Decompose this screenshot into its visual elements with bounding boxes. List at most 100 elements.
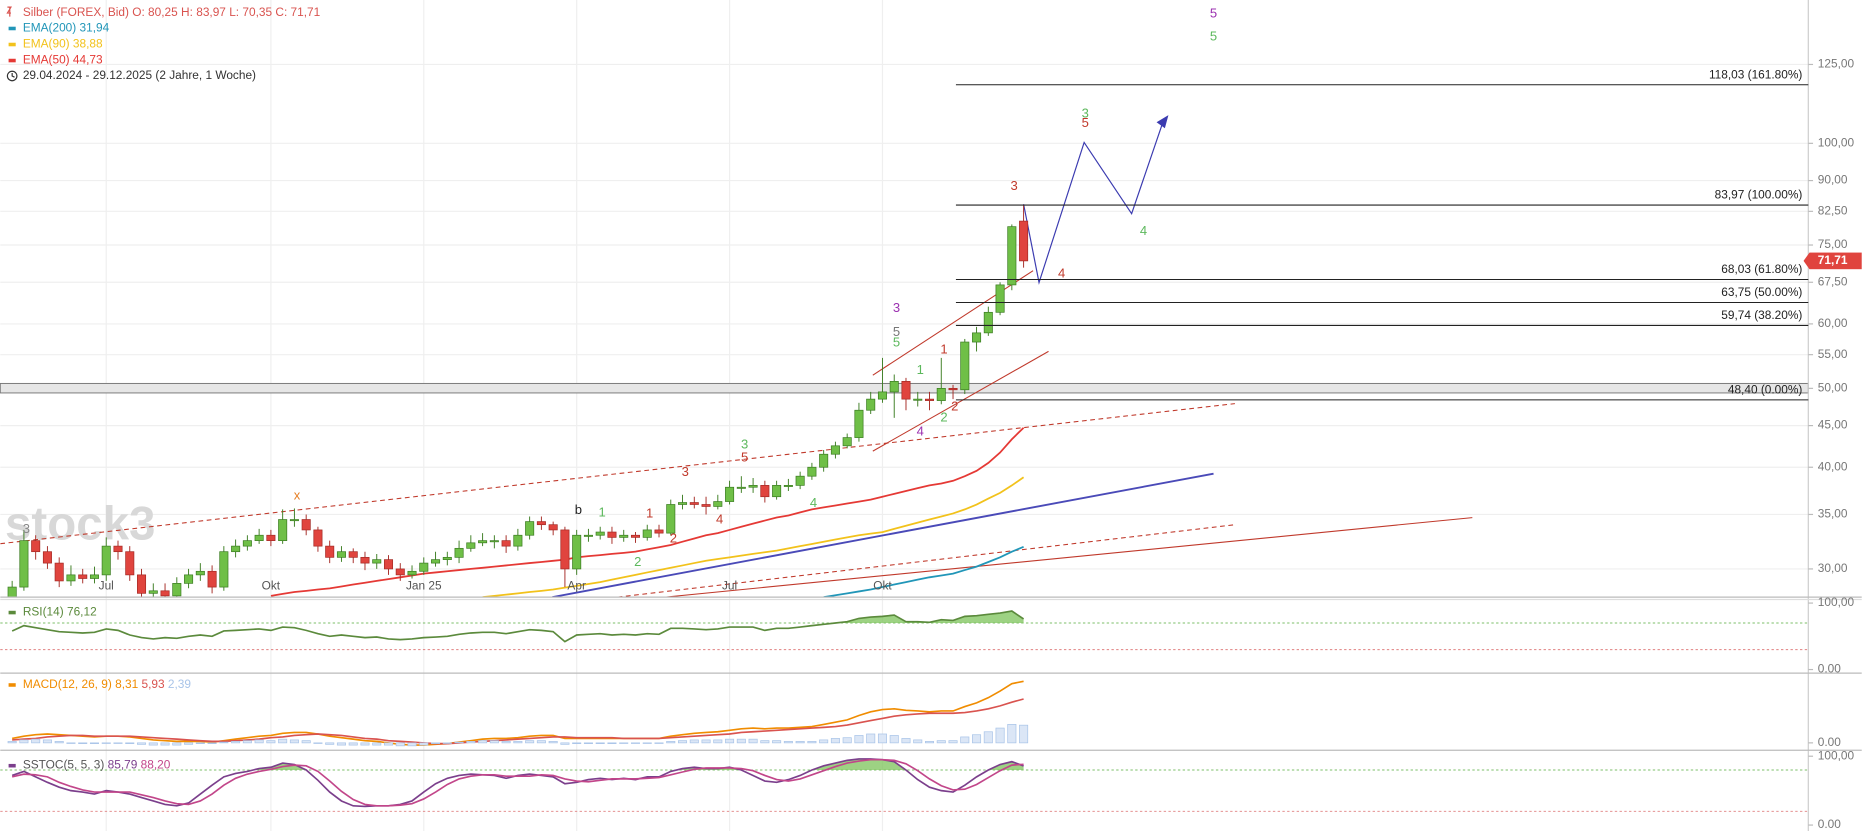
candle-body	[972, 332, 982, 343]
fib-label: 63,75 (50.00%)	[1721, 285, 1802, 299]
price-tag-arrow	[1803, 252, 1810, 270]
y-tick-label: 0.00	[1818, 662, 1841, 676]
candle-body	[325, 545, 335, 558]
histogram-bar	[760, 740, 770, 744]
candle-body	[89, 574, 99, 579]
histogram-bar	[125, 742, 135, 744]
y-tick-label: 35,00	[1818, 507, 1848, 521]
candle-body	[819, 453, 829, 468]
candle-body	[889, 381, 899, 393]
histogram-bar	[278, 738, 288, 744]
channel-line	[872, 270, 1034, 376]
candle-body	[748, 485, 758, 488]
ema-line	[823, 545, 1024, 598]
indicator-name: SSTOC(5, 5, 3)	[23, 758, 105, 772]
y-tick-label: 67,50	[1818, 274, 1848, 288]
histogram-bar	[736, 738, 746, 744]
date-range: 29.04.2024 - 29.12.2025 (2 Jahre, 1 Woch…	[23, 68, 256, 82]
histogram-bar	[137, 742, 147, 745]
histogram-bar	[219, 741, 229, 744]
y-tick-label: 82,50	[1818, 203, 1848, 217]
candle-body	[513, 534, 523, 547]
histogram-bar	[478, 740, 488, 744]
histogram-bar	[242, 740, 252, 744]
field-value: 83,97	[196, 5, 226, 19]
candle-body	[842, 437, 852, 447]
candle-body	[478, 540, 488, 544]
candle-body	[595, 531, 605, 536]
legend-entry: EMA(50) 44,73	[23, 53, 103, 67]
histogram-bar	[513, 741, 523, 744]
wave-label: 1	[646, 505, 653, 520]
candle-body	[795, 475, 805, 486]
fib-label: 68,03 (61.80%)	[1721, 262, 1802, 276]
histogram-bar	[583, 742, 593, 744]
field-key: L:	[229, 5, 239, 19]
price-tag	[1809, 252, 1862, 270]
y-tick-label: 40,00	[1818, 459, 1848, 473]
histogram-bar	[924, 741, 935, 744]
histogram-bar	[266, 740, 276, 744]
histogram-bar	[936, 740, 946, 744]
indicator-value: 85,79	[108, 758, 138, 772]
indicator-legend: MACD(12, 26, 9) 8,31 5,93 2,39	[23, 677, 192, 691]
legend-swatch	[8, 58, 16, 63]
wave-label: 4	[917, 424, 924, 439]
projection-arrow	[1156, 115, 1169, 129]
wave-label: 5	[1210, 28, 1217, 43]
candle-body	[548, 524, 558, 531]
channel-line	[872, 350, 1049, 452]
trend-line	[552, 472, 1214, 598]
histogram-bar	[748, 738, 758, 744]
histogram-bar	[689, 739, 699, 744]
histogram-bar	[960, 736, 970, 744]
histogram-bar	[207, 742, 217, 744]
indicator-value: 76,12	[67, 605, 97, 619]
wave-label: 4	[1140, 223, 1147, 238]
candle-body	[713, 501, 723, 507]
candle-body	[160, 590, 170, 597]
candle-body	[772, 485, 782, 498]
histogram-bar	[148, 742, 158, 746]
candle-body	[101, 545, 111, 576]
candle-body	[830, 445, 840, 455]
candle-body	[360, 556, 370, 564]
candle-body	[313, 529, 323, 547]
candle-body	[454, 547, 464, 558]
candle-body	[231, 545, 241, 553]
candle-body	[195, 570, 205, 576]
histogram-bar	[31, 738, 41, 744]
histogram-bar	[7, 741, 17, 744]
y-tick-label: 45,00	[1818, 418, 1848, 432]
legend-swatch	[8, 683, 16, 687]
histogram-bar	[830, 738, 840, 744]
histogram-bar	[842, 737, 852, 744]
candle-body	[407, 570, 417, 576]
histogram-bar	[983, 731, 993, 744]
histogram-bar	[1019, 724, 1029, 744]
candle-body	[266, 534, 276, 541]
histogram-bar	[772, 740, 782, 744]
candle-body	[501, 540, 511, 547]
watermark: stock3	[5, 498, 155, 551]
wave-label: 2	[670, 530, 677, 545]
legend-swatch	[8, 610, 16, 615]
date-range-text: 29.04.2024 - 29.12.2025	[23, 68, 153, 82]
histogram-bar	[972, 734, 982, 744]
histogram-bar	[254, 739, 264, 744]
wave-label: 3	[893, 300, 900, 315]
legend-name: EMA(90)	[23, 37, 70, 51]
histogram-bar	[113, 742, 123, 744]
legend-swatch	[8, 763, 16, 768]
candle-body	[42, 551, 52, 564]
candle-body	[489, 540, 499, 543]
channel-line	[617, 524, 1235, 598]
histogram-bar	[595, 742, 605, 744]
candle-body	[301, 519, 311, 531]
histogram-bar	[348, 742, 358, 746]
price-plot	[7, 205, 1029, 598]
x-tick-label: Jul	[722, 579, 737, 593]
y-tick-label: 100,00	[1818, 595, 1855, 609]
projection	[1023, 119, 1165, 285]
histogram-bar	[78, 742, 88, 744]
